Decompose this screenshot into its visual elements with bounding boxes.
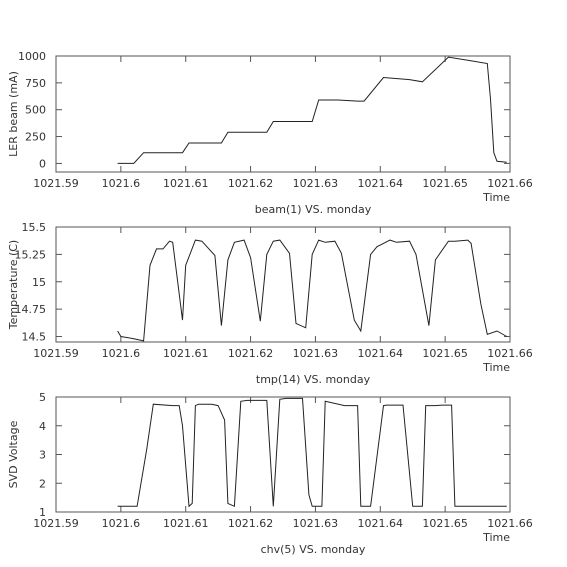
panel-2-x-tick-label: 1021.59 (33, 347, 79, 360)
panel-1-x-tick-label: 1021.6 (102, 177, 141, 190)
panel-2-x-tick-label: 1021.66 (487, 347, 533, 360)
panel-1-y-tick-label: 500 (25, 104, 46, 117)
panel-3-x-tick-label: 1021.64 (358, 517, 404, 530)
panel-3-x-tick-label: 1021.6 (102, 517, 141, 530)
panel-2-frame (55, 226, 511, 343)
panel-1-y-tick-label: 250 (25, 131, 46, 144)
panel-1-y-tick-label: 1000 (18, 50, 46, 63)
panel-1-x-tick-label: 1021.63 (293, 177, 339, 190)
panel-2-y-tick-label: 14.5 (22, 331, 47, 344)
panel-1-y-tick-label: 0 (39, 157, 46, 170)
panel-1-y-axis-label: LER beam (mA) (7, 71, 20, 157)
panel-1-series-line (117, 56, 507, 164)
panel-3-y-axis-label: SVD Voltage (7, 420, 20, 488)
panel-3-y-tick-label: 3 (39, 449, 46, 462)
panel-2-y-tick-label: 15.25 (15, 248, 47, 261)
panel-1-x-tick-label: 1021.61 (163, 177, 209, 190)
panel-3-x-tick-label: 1021.61 (163, 517, 209, 530)
panel-2-series-line (117, 239, 508, 342)
panel-2-y-tick-label: 15 (32, 276, 46, 289)
panel-1-x-tick-label: 1021.62 (228, 177, 274, 190)
panel-1-x-tick-label: 1021.59 (33, 177, 79, 190)
panel-3-x-tick-label: 1021.63 (293, 517, 339, 530)
panel-1-x-tick-label: 1021.66 (487, 177, 533, 190)
panel-1-caption: beam(1) VS. monday (255, 203, 372, 216)
panel-3-x-tick-label: 1021.65 (422, 517, 468, 530)
panel-3-x-tick-label: 1021.59 (33, 517, 79, 530)
panel-2-caption: tmp(14) VS. monday (256, 373, 371, 386)
panel-2-y-axis-label: Temperature (C) (7, 240, 20, 330)
panel-1-y-tick-label: 750 (25, 77, 46, 90)
panel-1-x-tick-label: 1021.64 (358, 177, 404, 190)
panel-2-y-tick-label: 14.75 (15, 303, 47, 316)
panel-2-x-axis-label: Time (482, 361, 510, 374)
panel-2-x-tick-label: 1021.63 (293, 347, 339, 360)
panel-3-y-tick-label: 5 (39, 391, 46, 404)
panel-3-x-tick-label: 1021.62 (228, 517, 274, 530)
panel-2-x-tick-label: 1021.61 (163, 347, 209, 360)
panel-2-x-tick-label: 1021.62 (228, 347, 274, 360)
panel-2-x-tick-label: 1021.65 (422, 347, 468, 360)
panel-3-series-line (117, 397, 507, 508)
panel-3-y-tick-label: 1 (39, 506, 46, 519)
panel-1-x-axis-label: Time (482, 191, 510, 204)
panel-2-x-tick-label: 1021.64 (358, 347, 404, 360)
panel-3-caption: chv(5) VS. monday (261, 543, 366, 556)
panel-3-x-axis-label: Time (482, 531, 510, 544)
panel-3-y-tick-label: 4 (39, 420, 46, 433)
panel-1-x-tick-label: 1021.65 (422, 177, 468, 190)
panel-3-x-tick-label: 1021.66 (487, 517, 533, 530)
panel-1-frame (55, 55, 511, 173)
panel-3-frame (55, 396, 511, 513)
panel-2-x-tick-label: 1021.6 (102, 347, 141, 360)
panel-3-y-tick-label: 2 (39, 477, 46, 490)
panel-2-y-tick-label: 15.5 (22, 221, 47, 234)
